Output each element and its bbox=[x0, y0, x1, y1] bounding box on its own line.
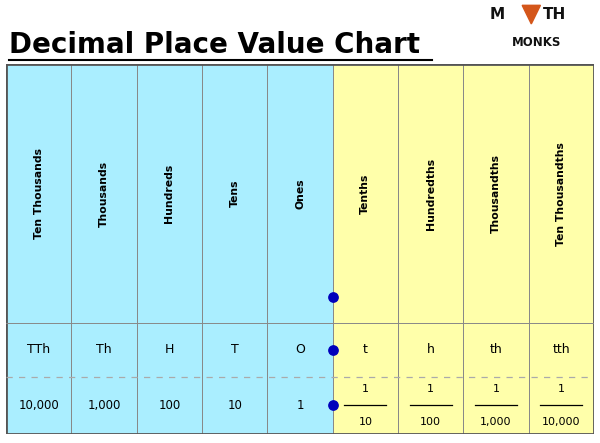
Text: 1: 1 bbox=[558, 384, 565, 394]
Text: 10,000: 10,000 bbox=[542, 417, 581, 427]
Text: h: h bbox=[427, 343, 434, 357]
Bar bbox=[71, 64, 137, 434]
Text: t: t bbox=[363, 343, 368, 357]
Text: Thousands: Thousands bbox=[99, 161, 109, 227]
Text: Decimal Place Value Chart: Decimal Place Value Chart bbox=[9, 31, 420, 59]
Text: Ten Thousandths: Ten Thousandths bbox=[556, 142, 566, 245]
Text: 100: 100 bbox=[420, 417, 441, 427]
Text: Tenths: Tenths bbox=[361, 174, 370, 214]
Text: MONKS: MONKS bbox=[512, 36, 562, 49]
Text: tth: tth bbox=[553, 343, 570, 357]
Text: Hundredths: Hundredths bbox=[425, 158, 436, 230]
Text: 1: 1 bbox=[362, 384, 369, 394]
Text: 10: 10 bbox=[358, 417, 373, 427]
Bar bbox=[529, 64, 594, 434]
Text: Thousandths: Thousandths bbox=[491, 154, 501, 233]
Text: 1,000: 1,000 bbox=[480, 417, 512, 427]
Bar bbox=[463, 64, 529, 434]
Text: 10: 10 bbox=[227, 399, 242, 412]
Bar bbox=[332, 64, 398, 434]
Text: Hundreds: Hundreds bbox=[164, 164, 175, 223]
Text: Ten Thousands: Ten Thousands bbox=[34, 148, 44, 239]
Text: 10,000: 10,000 bbox=[18, 399, 59, 412]
Point bbox=[328, 346, 337, 354]
Bar bbox=[202, 64, 268, 434]
Text: H: H bbox=[164, 343, 174, 357]
Text: th: th bbox=[490, 343, 502, 357]
Text: O: O bbox=[295, 343, 305, 357]
Text: Tens: Tens bbox=[230, 180, 239, 207]
Text: 1: 1 bbox=[296, 399, 304, 412]
Bar bbox=[268, 64, 332, 434]
Point bbox=[328, 294, 337, 301]
Text: 1: 1 bbox=[493, 384, 499, 394]
Text: M: M bbox=[490, 7, 505, 22]
Text: Ones: Ones bbox=[295, 179, 305, 209]
Text: 1,000: 1,000 bbox=[88, 399, 121, 412]
Text: 100: 100 bbox=[158, 399, 181, 412]
Point bbox=[328, 402, 337, 409]
Bar bbox=[137, 64, 202, 434]
Text: 1: 1 bbox=[427, 384, 434, 394]
Bar bbox=[398, 64, 463, 434]
Text: TTh: TTh bbox=[27, 343, 50, 357]
Bar bbox=[6, 64, 71, 434]
Text: TH: TH bbox=[542, 7, 566, 22]
Text: T: T bbox=[231, 343, 239, 357]
Polygon shape bbox=[522, 5, 541, 24]
Text: Th: Th bbox=[96, 343, 112, 357]
